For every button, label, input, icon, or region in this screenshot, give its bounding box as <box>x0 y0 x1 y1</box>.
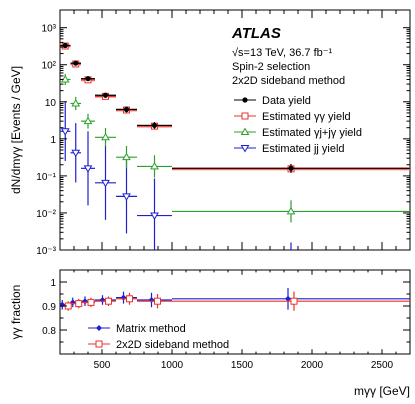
top-mark-point <box>286 206 296 215</box>
top-mark-point <box>60 128 70 136</box>
method-label: 2x2D sideband method <box>232 75 345 87</box>
bottom-mark-point <box>148 297 155 303</box>
top-mark-point <box>150 161 159 170</box>
bottom-legend: Matrix method 2x2D sideband method <box>88 323 229 351</box>
top-mark-point <box>122 152 131 161</box>
axes: 10⁻³ 10⁻² 10⁻¹ 1 10 10² 10³ 500 1000 1500 2000 2500… <box>36 10 411 371</box>
bottom-plot-marks <box>59 288 410 311</box>
bottom-mark-point <box>75 300 83 308</box>
legend-gg-label: Estimated γγ yield <box>262 111 351 123</box>
top-mark-point <box>83 116 93 125</box>
top-legend: Data yield Estimated γγ yield Estimated … <box>234 95 362 155</box>
x-tick-label: 500 <box>94 360 111 371</box>
top-mark-point <box>101 132 110 141</box>
top-mark-point <box>85 76 91 82</box>
x-tick-label: 1000 <box>161 360 184 371</box>
top-y-tick-label: 10³ <box>42 24 57 35</box>
experiment-label: ATLAS <box>231 25 281 42</box>
legend-sideband-marker <box>95 340 103 348</box>
top-mark-point <box>102 92 109 98</box>
bottom-mark-point <box>82 298 88 305</box>
bottom-mark-point <box>105 297 112 305</box>
top-y-tick-label: 10⁻¹ <box>36 172 56 183</box>
top-y-tick-label: 10⁻² <box>36 209 56 220</box>
legend-matrix-label: Matrix method <box>116 323 186 335</box>
legend-data-marker <box>242 97 248 103</box>
bottom-mark-point <box>126 295 133 303</box>
top-mark-point <box>73 60 79 66</box>
top-y-tick-label: 1 <box>50 135 56 146</box>
legend-gj-label: Estimated γj+jγ yield <box>262 127 362 139</box>
legend-matrix-marker <box>96 325 102 331</box>
top-mark-point <box>71 149 81 158</box>
energy-label: √s=13 TeV, 36.7 fb⁻¹ <box>232 47 333 59</box>
bottom-y-tick-label: 0.9 <box>42 302 56 313</box>
top-mark-point <box>288 165 294 171</box>
bottom-mark-point <box>285 295 291 302</box>
legend-sideband-label: 2x2D sideband method <box>116 339 229 351</box>
x-tick-label: 2500 <box>371 360 394 371</box>
bottom-mark-point <box>154 297 161 305</box>
top-mark-point <box>151 122 158 129</box>
top-mark-point <box>122 193 131 201</box>
top-mark-point <box>71 98 81 107</box>
top-plot-marks <box>60 42 410 250</box>
top-plot-frame <box>59 9 411 251</box>
top-y-tick-label: 10 <box>45 98 57 109</box>
bottom-mark-point <box>87 298 95 306</box>
x-tick-label: 2000 <box>301 360 324 371</box>
bottom-mark-point <box>120 294 127 301</box>
legend-jj-marker <box>240 145 250 153</box>
top-mark-point <box>101 179 110 188</box>
top-mark-point <box>150 212 159 221</box>
bottom-y-axis-title: γγ fraction <box>9 285 23 340</box>
legend-gg-marker <box>241 112 249 120</box>
bottom-y-tick-label: 1 <box>50 278 56 289</box>
legend-gj-marker <box>240 127 250 135</box>
top-y-tick-label: 10² <box>42 61 57 72</box>
bottom-mark-point <box>99 297 106 303</box>
top-mark-point <box>62 42 68 49</box>
selection-label: Spin-2 selection <box>232 61 310 73</box>
top-mark-point <box>83 165 93 173</box>
bottom-plot-frame <box>59 269 411 355</box>
legend-data-label: Data yield <box>262 95 311 107</box>
legend-jj-label: Estimated jj yield <box>262 143 345 155</box>
x-axis-title: mγγ [GeV] <box>354 384 410 398</box>
top-y-axis-title: dN/dmγγ [Events / GeV] <box>9 66 23 194</box>
x-tick-label: 1500 <box>231 360 254 371</box>
bottom-mark-point <box>290 297 298 305</box>
bottom-y-tick-label: 0.8 <box>42 326 56 337</box>
top-y-tick-label: 10⁻³ <box>36 246 56 257</box>
top-mark-point <box>123 106 130 113</box>
